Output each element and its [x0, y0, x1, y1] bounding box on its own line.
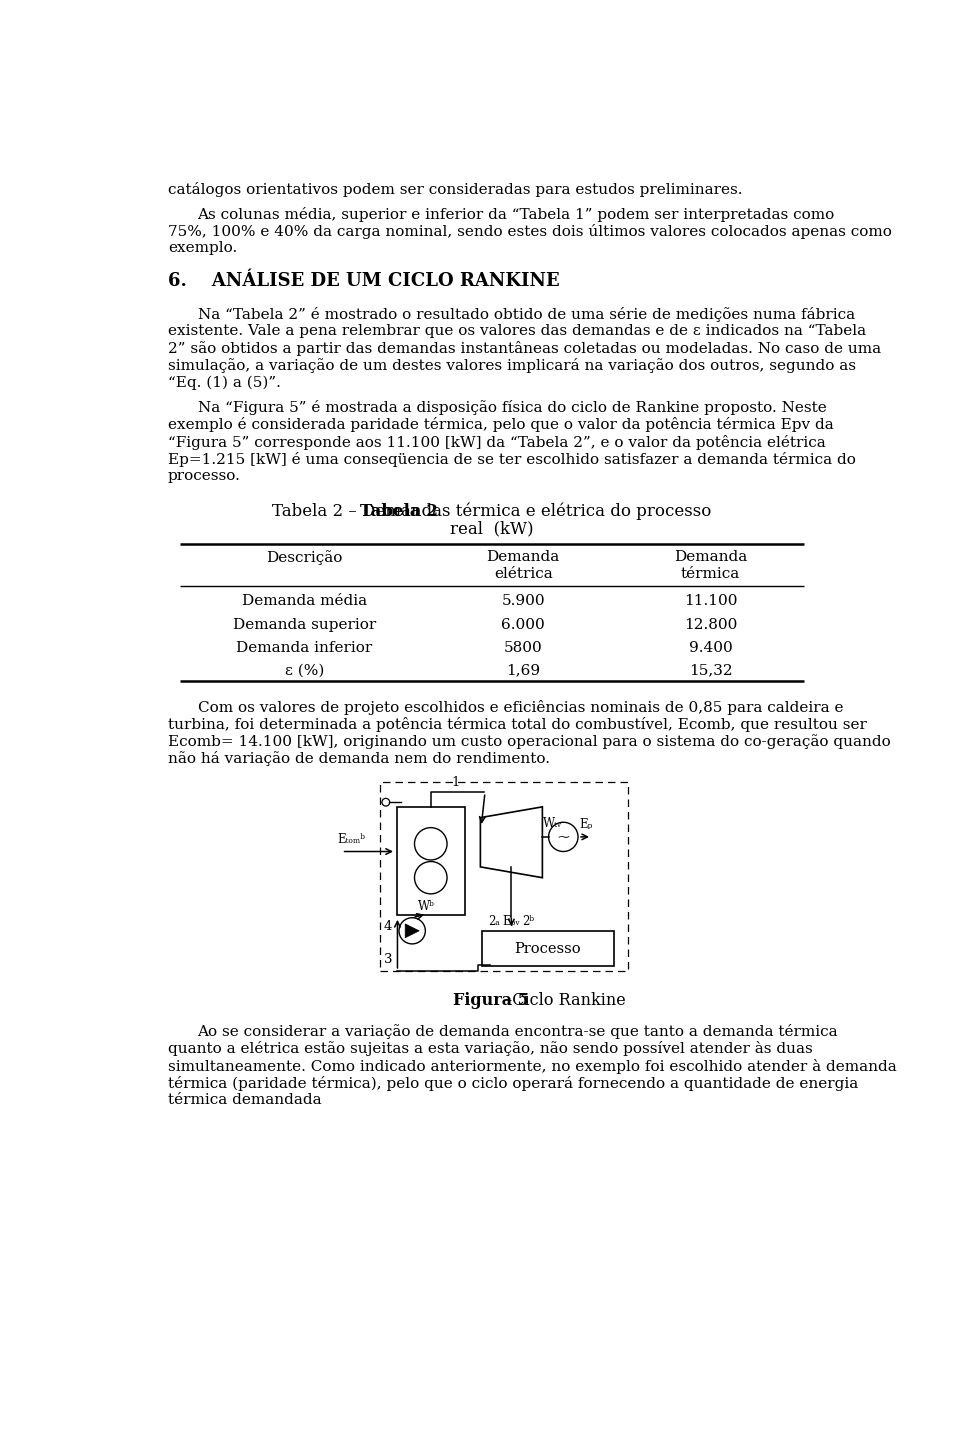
Text: Demanda: Demanda: [674, 550, 747, 564]
Text: Demanda inferior: Demanda inferior: [236, 641, 372, 654]
Text: processo.: processo.: [168, 468, 241, 483]
Text: elétrica: elétrica: [493, 567, 553, 582]
Text: ~: ~: [556, 827, 570, 845]
Text: Processo: Processo: [515, 942, 581, 955]
Text: 5800: 5800: [504, 641, 542, 654]
Text: catálogos orientativos podem ser consideradas para estudos preliminares.: catálogos orientativos podem ser conside…: [168, 182, 742, 198]
Text: Com os valores de projeto escolhidos e eficiências nominais de 0,85 para caldeir: Com os valores de projeto escolhidos e e…: [198, 699, 843, 715]
Text: 2” são obtidos a partir das demandas instantâneas coletadas ou modeladas. No cas: 2” são obtidos a partir das demandas ins…: [168, 342, 881, 356]
Text: Ecomb= 14.100 [kW], originando um custo operacional para o sistema do co-geração: Ecomb= 14.100 [kW], originando um custo …: [168, 734, 891, 749]
Text: Demanda média: Demanda média: [242, 595, 367, 608]
Text: exemplo é considerada paridade térmica, pelo que o valor da potência térmica Epv: exemplo é considerada paridade térmica, …: [168, 417, 834, 432]
Text: exemplo.: exemplo.: [168, 241, 237, 254]
Text: “Eq. (1) a (5)”.: “Eq. (1) a (5)”.: [168, 375, 281, 390]
Text: turbina, foi determinada a potência térmica total do combustível, Ecomb, que res: turbina, foi determinada a potência térm…: [168, 717, 867, 731]
Text: real  (kW): real (kW): [450, 521, 534, 538]
Text: 12.800: 12.800: [684, 618, 737, 631]
Text: térmica demandada: térmica demandada: [168, 1093, 322, 1106]
Text: Descrição: Descrição: [267, 550, 343, 566]
Text: Wₜᵥ: Wₜᵥ: [543, 817, 563, 830]
Text: 15,32: 15,32: [689, 664, 732, 678]
Text: Eₚᵥ: Eₚᵥ: [502, 916, 520, 929]
Text: existente. Vale a pena relembrar que os valores das demandas e de ε indicados na: existente. Vale a pena relembrar que os …: [168, 324, 866, 339]
Text: 9.400: 9.400: [688, 641, 732, 654]
Text: 6.    ANÁLISE DE UM CICLO RANKINE: 6. ANÁLISE DE UM CICLO RANKINE: [168, 272, 560, 291]
Text: Ao se considerar a variação de demanda encontra-se que tanto a demanda térmica: Ao se considerar a variação de demanda e…: [198, 1024, 838, 1040]
Text: 2ₐ: 2ₐ: [489, 916, 500, 929]
Bar: [379, 782, 628, 971]
Text: térmica (paridade térmica), pelo que o ciclo operará fornecendo a quantidade de : térmica (paridade térmica), pelo que o c…: [168, 1076, 858, 1090]
Text: 2ᵇ: 2ᵇ: [522, 916, 535, 929]
Text: Demanda superior: Demanda superior: [233, 618, 376, 631]
Bar: [482, 931, 613, 967]
Polygon shape: [405, 923, 420, 938]
Text: 4: 4: [384, 920, 392, 933]
Text: –Ciclo Rankine: –Ciclo Rankine: [498, 992, 625, 1009]
Text: Figura 5: Figura 5: [453, 992, 529, 1009]
Text: 75%, 100% e 40% da carga nominal, sendo estes dois últimos valores colocados ape: 75%, 100% e 40% da carga nominal, sendo …: [168, 224, 892, 238]
Text: Demanda: Demanda: [487, 550, 560, 564]
Text: 6.000: 6.000: [501, 618, 545, 631]
Text: Wᵇ: Wᵇ: [419, 900, 435, 913]
Bar: [396, 807, 465, 915]
Text: 5.900: 5.900: [501, 595, 545, 608]
Text: 3: 3: [384, 954, 392, 967]
Text: Tabela 2: Tabela 2: [360, 503, 439, 519]
Text: não há variação de demanda nem do rendimento.: não há variação de demanda nem do rendim…: [168, 752, 550, 766]
Text: quanto a elétrica estão sujeitas a esta variação, não sendo possível atender às : quanto a elétrica estão sujeitas a esta …: [168, 1041, 813, 1057]
Text: térmica: térmica: [681, 567, 740, 582]
Text: Na “Tabela 2” é mostrado o resultado obtido de uma série de medições numa fábric: Na “Tabela 2” é mostrado o resultado obt…: [198, 307, 854, 323]
Text: Eₜₒₘᵇ: Eₜₒₘᵇ: [337, 833, 365, 846]
Text: simulação, a variação de um destes valores implicará na variação dos outros, seg: simulação, a variação de um destes valor…: [168, 359, 856, 374]
Text: 1,69: 1,69: [506, 664, 540, 678]
Text: “Figura 5” corresponde aos 11.100 [kW] da “Tabela 2”, e o valor da potência elét: “Figura 5” corresponde aos 11.100 [kW] d…: [168, 435, 826, 449]
Text: As colunas média, superior e inferior da “Tabela 1” podem ser interpretadas como: As colunas média, superior e inferior da…: [198, 206, 835, 222]
Text: simultaneamente. Como indicado anteriormente, no exemplo foi escolhido atender à: simultaneamente. Como indicado anteriorm…: [168, 1059, 897, 1073]
Text: 1: 1: [451, 776, 460, 790]
Text: ε (%): ε (%): [285, 664, 324, 678]
Text: Eₚ: Eₚ: [580, 817, 593, 830]
Text: Ep=1.215 [kW] é uma conseqüencia de se ter escolhido satisfazer a demanda térmic: Ep=1.215 [kW] é uma conseqüencia de se t…: [168, 452, 856, 467]
Text: Tabela 2 – Demandas térmica e elétrica do processo: Tabela 2 – Demandas térmica e elétrica d…: [273, 503, 711, 521]
Text: 11.100: 11.100: [684, 595, 737, 608]
Text: Na “Figura 5” é mostrada a disposição física do ciclo de Rankine proposto. Neste: Na “Figura 5” é mostrada a disposição fí…: [198, 400, 827, 416]
